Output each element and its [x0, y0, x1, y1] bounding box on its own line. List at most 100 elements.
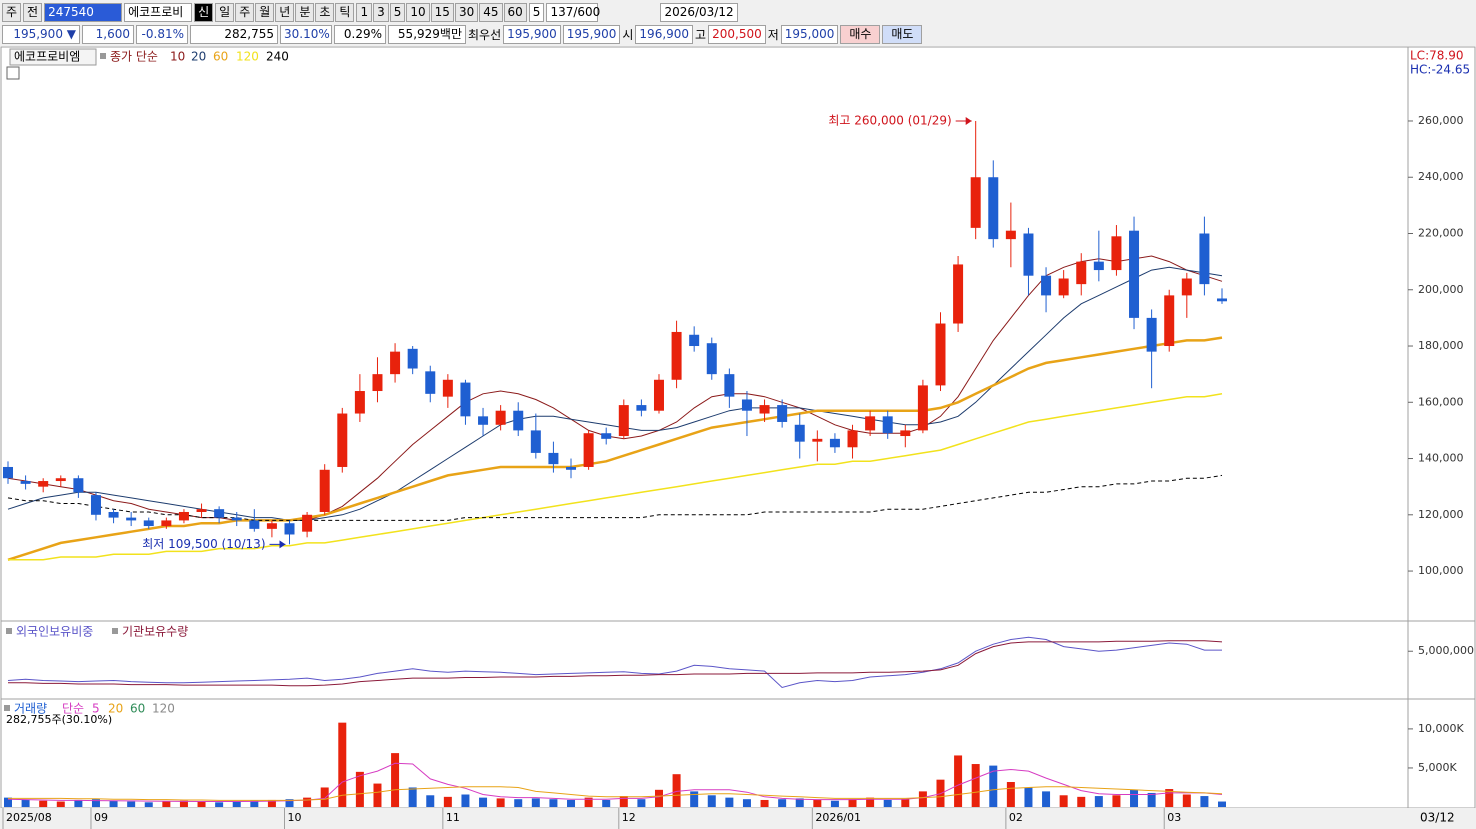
candle-body — [1041, 275, 1052, 296]
prev[interactable]: 전 — [23, 2, 43, 22]
period-button[interactable]: 초 — [315, 2, 335, 22]
candle-body — [126, 517, 137, 521]
candle-body — [917, 385, 928, 431]
line — [8, 640, 1223, 687]
volume-bar — [303, 797, 312, 807]
date-axis — [0, 808, 1476, 829]
interval-button[interactable]: 45 — [479, 2, 503, 22]
buy-button[interactable]: 매수 — [840, 24, 881, 44]
legend-entry: 60 — [130, 702, 145, 716]
volume-bar — [91, 799, 100, 807]
stock-name: 에코프로비 — [124, 2, 193, 22]
volume-bar — [848, 799, 857, 807]
volume-bar — [479, 797, 488, 807]
volume-bar — [1042, 791, 1051, 807]
candle-body — [425, 371, 436, 394]
candle-body — [953, 264, 964, 324]
candle-body — [460, 382, 471, 417]
change: 1,600 — [82, 24, 134, 44]
intervals: 1 3 5 10 15 30 45 60 — [356, 2, 527, 22]
volume-bar — [1218, 801, 1226, 807]
y-tick-label: 120,000 — [1418, 508, 1464, 521]
candle-body — [390, 351, 401, 375]
lc: LC:78.90 — [1410, 49, 1463, 63]
candle-body — [1093, 261, 1104, 271]
interval-button[interactable]: 30 — [454, 2, 479, 22]
credit[interactable]: 신 — [194, 2, 214, 22]
y-tick-label: 5,000,000 — [1418, 644, 1474, 657]
interval-button[interactable]: 1 — [356, 2, 373, 22]
volume-bar — [56, 801, 65, 807]
legend-label: 종가 단순 — [110, 50, 158, 64]
chart-frame — [0, 46, 1476, 809]
vol-ratio: 30.10% — [280, 24, 332, 44]
y-tick-label: 100,000 — [1418, 564, 1464, 577]
y-tick-label: 10,000K — [1418, 722, 1464, 735]
volume-bar — [391, 753, 400, 807]
volume-bar — [1077, 796, 1086, 807]
volume-bar — [1024, 787, 1033, 807]
legend-entry: 20 — [108, 702, 123, 716]
candle-body — [865, 416, 876, 431]
volume-bar — [725, 797, 734, 807]
candle-body — [1111, 236, 1122, 271]
y-tick-label: 5,000K — [1418, 761, 1457, 774]
open: 196,900 — [635, 24, 694, 44]
x-tick-label: 09 — [94, 811, 108, 824]
candle-body — [20, 481, 31, 484]
count[interactable]: 5 — [528, 2, 545, 22]
candle-body — [1181, 278, 1192, 296]
interval-button[interactable]: 10 — [406, 2, 430, 22]
date[interactable]: 2026/03/12 — [660, 2, 738, 22]
volume-bar — [866, 797, 875, 807]
bid: 195,900 — [562, 24, 621, 44]
x-tick-label: 2025/08 — [6, 811, 52, 824]
legend-entry: 60 — [213, 50, 228, 64]
candle-body — [1129, 230, 1140, 318]
candle-body — [653, 379, 664, 411]
candle-body — [882, 416, 893, 434]
volume-bar — [918, 791, 927, 807]
legend-entry: 외국인보유비중 — [16, 625, 93, 639]
candle-body — [143, 520, 154, 527]
period-button[interactable]: 분 — [295, 2, 315, 22]
period-button[interactable]: 주 — [235, 2, 255, 22]
volume-bar — [830, 800, 839, 807]
market[interactable]: 주 — [2, 2, 22, 22]
legend-label: 단순 — [62, 702, 84, 716]
candle-body — [724, 374, 735, 397]
interval-button[interactable]: 60 — [503, 2, 527, 22]
sell-button[interactable]: 매도 — [882, 24, 923, 44]
volume-bar — [602, 799, 611, 807]
legend-icon — [112, 628, 118, 634]
volume-bar — [250, 800, 259, 807]
volume-bar — [778, 799, 787, 807]
volume-bar — [338, 722, 347, 807]
period-button[interactable]: 틱 — [335, 2, 355, 22]
candle-body — [1164, 295, 1175, 347]
code-input[interactable]: 247540 — [44, 2, 123, 22]
annotation: 최저 109,500 (10/13) — [142, 537, 265, 551]
interval-button[interactable]: 5 — [389, 2, 406, 22]
annotation: 최고 260,000 (01/29) — [828, 113, 951, 127]
x-tick-label: 12 — [622, 811, 636, 824]
volume-bar — [901, 799, 910, 807]
candle-body — [741, 399, 752, 411]
volume-note: 282,755주(30.10%) — [6, 713, 112, 726]
candle-body — [196, 509, 207, 512]
volume-bar — [883, 799, 892, 807]
volume-bar — [514, 799, 523, 807]
period-button[interactable]: 년 — [275, 2, 295, 22]
period-button[interactable]: 월 — [255, 2, 275, 22]
period-button[interactable]: 일 — [215, 2, 235, 22]
legend-entry: 120 — [236, 50, 259, 64]
volume-bar — [144, 802, 153, 807]
price: 195,900 ▼ — [2, 24, 80, 44]
interval-button[interactable]: 3 — [373, 2, 389, 22]
volume-bar — [742, 799, 751, 807]
volume-bar — [1112, 795, 1121, 807]
candle-body — [55, 478, 66, 482]
interval-button[interactable]: 15 — [430, 2, 454, 22]
volume-bar — [971, 764, 980, 807]
candle-body — [38, 481, 49, 487]
